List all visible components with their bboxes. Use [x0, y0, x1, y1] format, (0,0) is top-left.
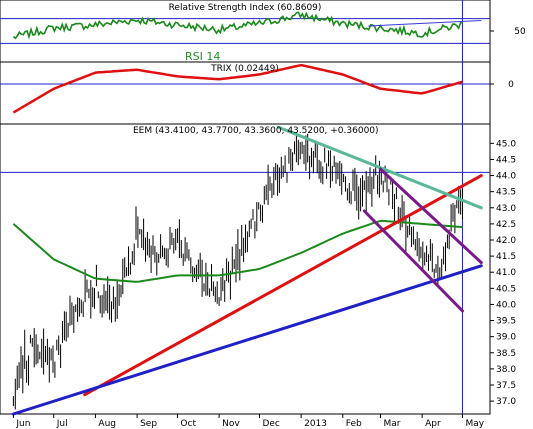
trendline-1: [83, 174, 483, 397]
x-axis-tick-label: Oct: [180, 419, 196, 429]
trendline-5: [378, 167, 483, 265]
rsi-overlay-label: RSI 14: [185, 50, 220, 63]
x-axis-tick-label: Mar: [383, 419, 400, 429]
rsi-panel: [0, 0, 491, 63]
price-y-tick-label: 41.0: [496, 268, 516, 278]
price-y-tick-label: 45.0: [496, 139, 516, 149]
price-y-tick-label: 44.5: [496, 155, 516, 165]
price-y-tick-label: 40.5: [496, 284, 516, 294]
trix-y-tick-label: 0: [508, 80, 514, 90]
price-y-tick-label: 44.0: [496, 172, 516, 182]
price-y-tick-label: 41.5: [496, 252, 516, 262]
trendline-2: [11, 264, 483, 416]
x-axis-tick-label: Jun: [15, 419, 30, 429]
trendline-4: [362, 209, 464, 313]
x-axis-tick-label: Nov: [222, 419, 240, 429]
x-axis-tick-label: 2013: [304, 419, 327, 429]
price-y-tick-label: 37.5: [496, 381, 516, 391]
rsi-y-tick-label: 50: [514, 27, 526, 37]
trendline-3: [276, 125, 483, 210]
x-axis-tick-label: Dec: [262, 419, 279, 429]
trix-title: TRIX (0.02449): [210, 64, 279, 74]
price-y-tick-label: 39.5: [496, 317, 516, 327]
price-y-tick-label: 38.0: [496, 365, 516, 375]
rsi-title: Relative Strength Index (60.8609): [169, 3, 322, 13]
x-axis-tick-label: Feb: [346, 419, 362, 429]
price-y-tick-label: 42.5: [496, 220, 516, 230]
price-y-tick-label: 43.5: [496, 188, 516, 198]
rsi-trendline: [368, 19, 482, 27]
x-axis-tick-label: Jul: [56, 419, 68, 429]
price-y-tick-label: 37.0: [496, 397, 516, 407]
x-axis-tick-label: Aug: [98, 419, 116, 429]
price-y-tick-label: 39.0: [496, 333, 516, 343]
x-axis-tick-label: Sep: [140, 419, 157, 429]
price-y-tick-label: 42.0: [496, 236, 516, 246]
x-axis-tick-label: May: [465, 419, 484, 429]
price-title: EEM (43.4100, 43.7700, 43.3600, 43.5200,…: [133, 126, 379, 136]
moving-average-line: [12, 219, 463, 283]
price-y-tick-label: 40.0: [496, 300, 516, 310]
price-y-tick-label: 43.0: [496, 204, 516, 214]
price-y-tick-label: 38.5: [496, 349, 516, 359]
trix-line: [12, 63, 463, 114]
rsi-line: [12, 11, 463, 40]
x-axis-tick-label: Apr: [425, 419, 441, 429]
